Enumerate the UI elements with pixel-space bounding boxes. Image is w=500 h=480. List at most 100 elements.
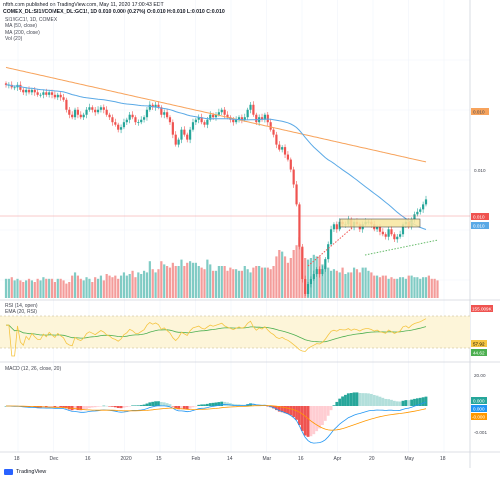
volume-bar	[142, 270, 146, 298]
macd-histogram-bar	[413, 398, 416, 406]
macd-histogram-bar	[352, 392, 356, 406]
rsi-tick: 20.00	[474, 373, 486, 378]
candle-body	[318, 269, 321, 275]
volume-bar	[189, 261, 192, 298]
price-tick: 0.010	[474, 168, 486, 173]
candle-body	[33, 89, 36, 93]
volume-bar	[295, 245, 298, 298]
legend-macd[interactable]: MACD (12, 26, close, 20)	[5, 366, 62, 372]
candle-body	[131, 114, 134, 118]
volume-bar	[194, 262, 197, 298]
candle-body	[71, 114, 74, 118]
volume-bar	[375, 275, 379, 298]
macd-histogram-bar	[111, 406, 114, 407]
macd-histogram-bar	[182, 406, 186, 410]
legend-vol[interactable]: Vol (20)	[5, 36, 23, 43]
svg-text:0.010: 0.010	[473, 110, 485, 115]
volume-bar	[212, 270, 215, 298]
volume-bar	[381, 275, 384, 298]
macd-histogram-bar	[59, 406, 63, 408]
candle-body	[99, 107, 103, 110]
macd-histogram-bar	[174, 406, 178, 409]
candle-body	[13, 87, 16, 89]
macd-histogram-bar	[203, 404, 206, 406]
svg-text:44.62: 44.62	[473, 351, 485, 356]
legend-ema[interactable]: EMA (20, RSI)	[5, 309, 37, 316]
macd-histogram-bar	[125, 406, 129, 408]
candle-body	[338, 221, 341, 230]
volume-bar	[68, 282, 71, 298]
macd-histogram-bar	[53, 406, 57, 408]
volume-bar	[10, 277, 13, 298]
volume-bar	[91, 282, 94, 298]
macd-histogram-bar	[122, 406, 126, 408]
candle-body	[384, 234, 387, 237]
svg-text:155.009K: 155.009K	[472, 307, 493, 312]
candle-body	[335, 224, 338, 230]
tradingview-logo[interactable]: TradingView	[4, 469, 46, 475]
macd-histogram-bar	[407, 400, 411, 406]
macd-histogram-bar	[99, 406, 103, 407]
macd-histogram-bar	[194, 406, 198, 407]
volume-bar	[355, 269, 359, 298]
candle-body	[324, 259, 327, 270]
candle-body	[114, 122, 117, 125]
volume-bar	[165, 266, 169, 298]
macd-histogram-bar	[162, 402, 166, 406]
macd-histogram-bar	[76, 406, 80, 411]
volume-bar	[387, 278, 390, 298]
volume-bar	[186, 262, 189, 298]
candle-body	[30, 89, 33, 93]
volume-bar	[50, 278, 54, 298]
macd-histogram-bar	[424, 396, 428, 406]
candle-body	[134, 117, 137, 123]
volume-bar	[410, 275, 413, 298]
volume-bar	[209, 264, 212, 298]
macd-tick: -0.001	[474, 430, 487, 435]
volume-bar	[88, 278, 91, 298]
volume-bar	[183, 266, 186, 298]
volume-bar	[48, 278, 51, 298]
candle-body	[128, 114, 131, 120]
candle-body	[160, 107, 163, 115]
macd-histogram-bar	[113, 406, 117, 408]
ma50-line	[6, 84, 427, 230]
legend-rsi[interactable]: RSI (14, open)	[5, 303, 38, 309]
macd-histogram-bar	[205, 403, 209, 406]
volume-bar	[22, 282, 25, 298]
volume-bar	[223, 266, 226, 298]
candle-body	[94, 109, 97, 113]
rsi-line	[6, 318, 427, 357]
macd-histogram-bar	[145, 403, 149, 406]
candle-body	[312, 274, 315, 280]
volume-bar	[289, 258, 292, 298]
rsi-tag-1: 57.92	[471, 340, 487, 347]
x-tick-label: 16	[85, 456, 91, 462]
volume-bar	[114, 275, 117, 298]
macd-histogram-bar	[79, 406, 83, 411]
candle-body	[53, 94, 57, 98]
volume-bar	[119, 275, 123, 298]
legend-symbol[interactable]: SI1!/GC1!, 1D, COMEX	[5, 17, 58, 23]
macd-tag-2: 0.000	[471, 405, 487, 412]
macd-histogram-bar	[292, 406, 296, 418]
macd-histogram-bar	[73, 406, 77, 410]
volume-bar	[25, 280, 28, 298]
candle-body	[91, 107, 94, 110]
legend-ma50[interactable]: MA (50, close)	[5, 23, 37, 30]
macd-histogram-bar	[283, 406, 287, 414]
candle-body	[217, 112, 220, 115]
macd-line	[6, 401, 427, 444]
candle-body	[171, 122, 174, 135]
candle-body	[197, 117, 200, 120]
candle-body	[399, 234, 402, 237]
volume-bar	[171, 262, 174, 298]
macd-histogram-bar	[200, 404, 204, 406]
volume-tag: 155.009K	[471, 305, 493, 312]
macd-histogram-bar	[398, 401, 402, 406]
candle-body	[148, 104, 151, 110]
candle-body	[381, 231, 384, 235]
chart-canvas[interactable]: 18 Dec 16 2020 15 Feb 14 Mar 16 Apr 20 May 18 0.010 …	[0, 0, 500, 468]
candle-body	[272, 129, 275, 135]
legend-ma200[interactable]: MA (200, close)	[5, 29, 40, 36]
